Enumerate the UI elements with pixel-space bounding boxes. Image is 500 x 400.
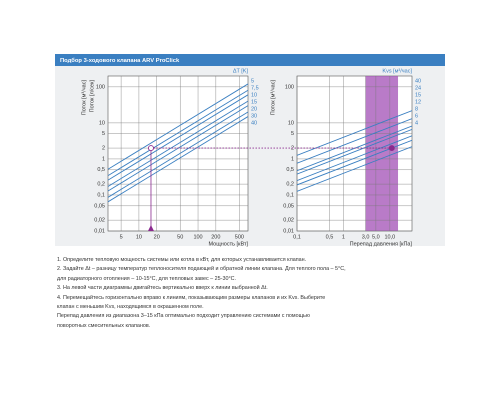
x-tick-label: 10,0 [384, 234, 395, 240]
legend-label: 15 [251, 99, 257, 105]
y-tick-label: 0,01 [283, 228, 294, 234]
header-bar [55, 54, 445, 66]
instructions: 1. Определите тепловую мощность системы … [57, 256, 457, 331]
series-line [108, 116, 248, 203]
x-tick-label: 100 [193, 234, 202, 240]
y-tick-label: 0,5 [286, 167, 294, 173]
x-tick-label: 0,1 [293, 234, 301, 240]
series-line [297, 118, 412, 164]
y-tick-label: 10 [288, 120, 294, 126]
instruction-line: поворотных смесительных клапанов. [57, 322, 151, 329]
instruction-line: для радиаторного отопления – 10-15°C, дл… [57, 275, 237, 282]
legend-label: 15 [415, 92, 421, 98]
y-tick-label: 2 [291, 146, 294, 152]
marker-triangle [147, 225, 154, 231]
x-tick-label: 0,5 [326, 234, 334, 240]
legend-label: 8 [415, 106, 418, 112]
y-tick-label: 0,5 [97, 167, 105, 173]
legend-label: 40 [251, 120, 257, 126]
instruction-line: 3. На левой части диаграммы двигайтесь в… [57, 285, 268, 292]
legend-label: 10 [251, 92, 257, 98]
y-tick-label: 1 [291, 156, 294, 162]
y-tick-label: 100 [285, 84, 294, 90]
y-tick-label: 5 [291, 131, 294, 137]
instruction-line: 4. Перемещайтесь горизонтально вправо к … [57, 294, 326, 301]
y-tick-label: 100 [96, 84, 105, 90]
y-tick-label: 10 [99, 120, 105, 126]
legend-label: 40 [415, 78, 421, 84]
y-tick-label: 0,02 [283, 218, 294, 224]
marker [148, 145, 154, 152]
y2-axis-label: Поток [л/сек] [89, 80, 95, 113]
x-axis-label: Мощность [кВт] [209, 241, 249, 247]
y-tick-label: 0,02 [94, 218, 105, 224]
legend-label: 5 [251, 78, 254, 84]
legend-label: 24 [415, 85, 421, 91]
instruction-line: клапан с меньшим Kvs, находящимся в окра… [57, 304, 204, 311]
instruction-line: 2. Задайте Δt – разницу температур тепло… [57, 266, 346, 273]
x-tick-label: 200 [211, 234, 220, 240]
series-line [108, 94, 248, 181]
y-tick-label: 5 [102, 131, 105, 137]
series-line [108, 89, 248, 177]
y-tick-label: 0,05 [283, 203, 294, 209]
y-tick-label: 0,2 [97, 182, 105, 188]
x-tick-label: 1 [342, 234, 345, 240]
legend-label: 12 [415, 99, 421, 105]
y-axis-label: Поток [м³/час] [270, 80, 276, 116]
x-tick-label: 5 [120, 234, 123, 240]
x-tick-label: 50 [177, 234, 183, 240]
x-tick-label: 20 [154, 234, 160, 240]
series-line [297, 128, 412, 175]
y-tick-label: 1 [102, 156, 105, 162]
legend-label: 7,5 [251, 85, 259, 91]
legend-title: ΔT [K] [233, 68, 249, 74]
chart-title: Подбор 3-ходового клапана ARV ProClick [60, 57, 180, 64]
legend-label: 6 [415, 113, 418, 119]
x-tick-label: 10 [136, 234, 142, 240]
x-tick-label: 500 [235, 234, 244, 240]
series-line [297, 146, 412, 192]
y-tick-label: 0,05 [94, 203, 105, 209]
legend-label: 30 [251, 113, 257, 119]
legend-label: 4 [415, 120, 418, 126]
y-tick-label: 2 [102, 146, 105, 152]
y-axis-label: Поток [м³/час] [81, 80, 87, 116]
instruction-line: Перепад давления из диапазона 3–15 кПа о… [57, 313, 310, 320]
legend-label: 20 [251, 106, 257, 112]
series-line [297, 135, 412, 182]
y-tick-label: 0,01 [94, 228, 105, 234]
y-tick-label: 0,1 [97, 192, 105, 198]
series-line [108, 111, 248, 198]
marker [388, 145, 395, 152]
plot-area [107, 75, 249, 232]
chart: Подбор 3-ходового клапана ARV ProClick 1… [55, 54, 445, 247]
x-tick-label: 5,0 [372, 234, 380, 240]
x-tick-label: 3,0 [362, 234, 370, 240]
series-line [108, 83, 248, 170]
legend-title: Kvs [м³/час] [382, 68, 412, 74]
x-axis-label: Перепад давления [кПа] [350, 241, 413, 247]
instruction-line: 1. Определите тепловую мощность системы … [57, 257, 307, 263]
series-line [108, 100, 248, 187]
y-tick-label: 0,2 [286, 182, 294, 188]
highlight-band [365, 76, 399, 231]
y-tick-label: 0,1 [286, 192, 294, 198]
